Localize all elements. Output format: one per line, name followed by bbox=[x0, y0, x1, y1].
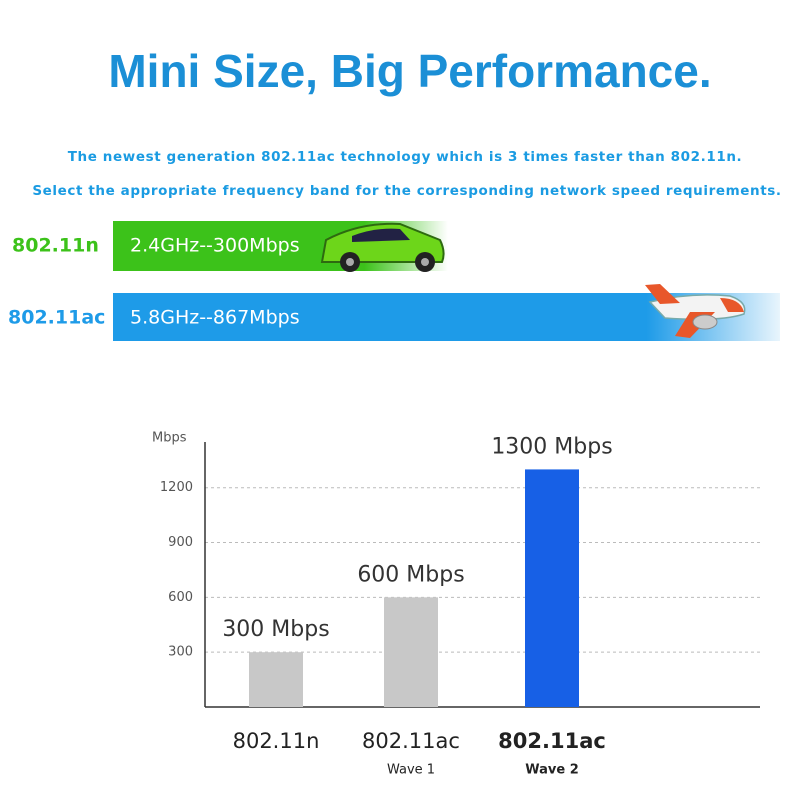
x-sub-label: Wave 2 bbox=[525, 763, 579, 778]
band-name: 802.11n bbox=[12, 235, 99, 257]
bar bbox=[384, 597, 438, 707]
y-tick-label: 300 bbox=[168, 645, 193, 660]
x-sub-label: Wave 1 bbox=[387, 763, 435, 778]
band-text: 2.4GHz--300Mbps bbox=[130, 235, 300, 257]
car-icon bbox=[320, 222, 445, 272]
y-tick-label: 900 bbox=[168, 535, 193, 550]
value-label: 300 Mbps bbox=[222, 617, 329, 642]
title: Mini Size, Big Performance. bbox=[108, 45, 711, 97]
bar bbox=[525, 469, 579, 707]
value-label: 600 Mbps bbox=[357, 562, 464, 587]
y-tick-label: 600 bbox=[168, 590, 193, 605]
plane-icon bbox=[645, 284, 746, 338]
band-text: 5.8GHz--867Mbps bbox=[130, 307, 300, 329]
subtitle: Select the appropriate frequency band fo… bbox=[32, 183, 781, 199]
x-tick-label: 802.11ac bbox=[362, 729, 460, 753]
subtitle: The newest generation 802.11ac technolog… bbox=[68, 149, 743, 165]
x-tick-label: 802.11n bbox=[233, 729, 320, 753]
y-axis-label: Mbps bbox=[152, 431, 187, 446]
y-tick-label: 1200 bbox=[160, 480, 193, 495]
value-label: 1300 Mbps bbox=[491, 434, 612, 459]
band-name: 802.11ac bbox=[8, 307, 105, 329]
bar bbox=[249, 652, 303, 707]
x-tick-label: 802.11ac bbox=[498, 729, 606, 753]
